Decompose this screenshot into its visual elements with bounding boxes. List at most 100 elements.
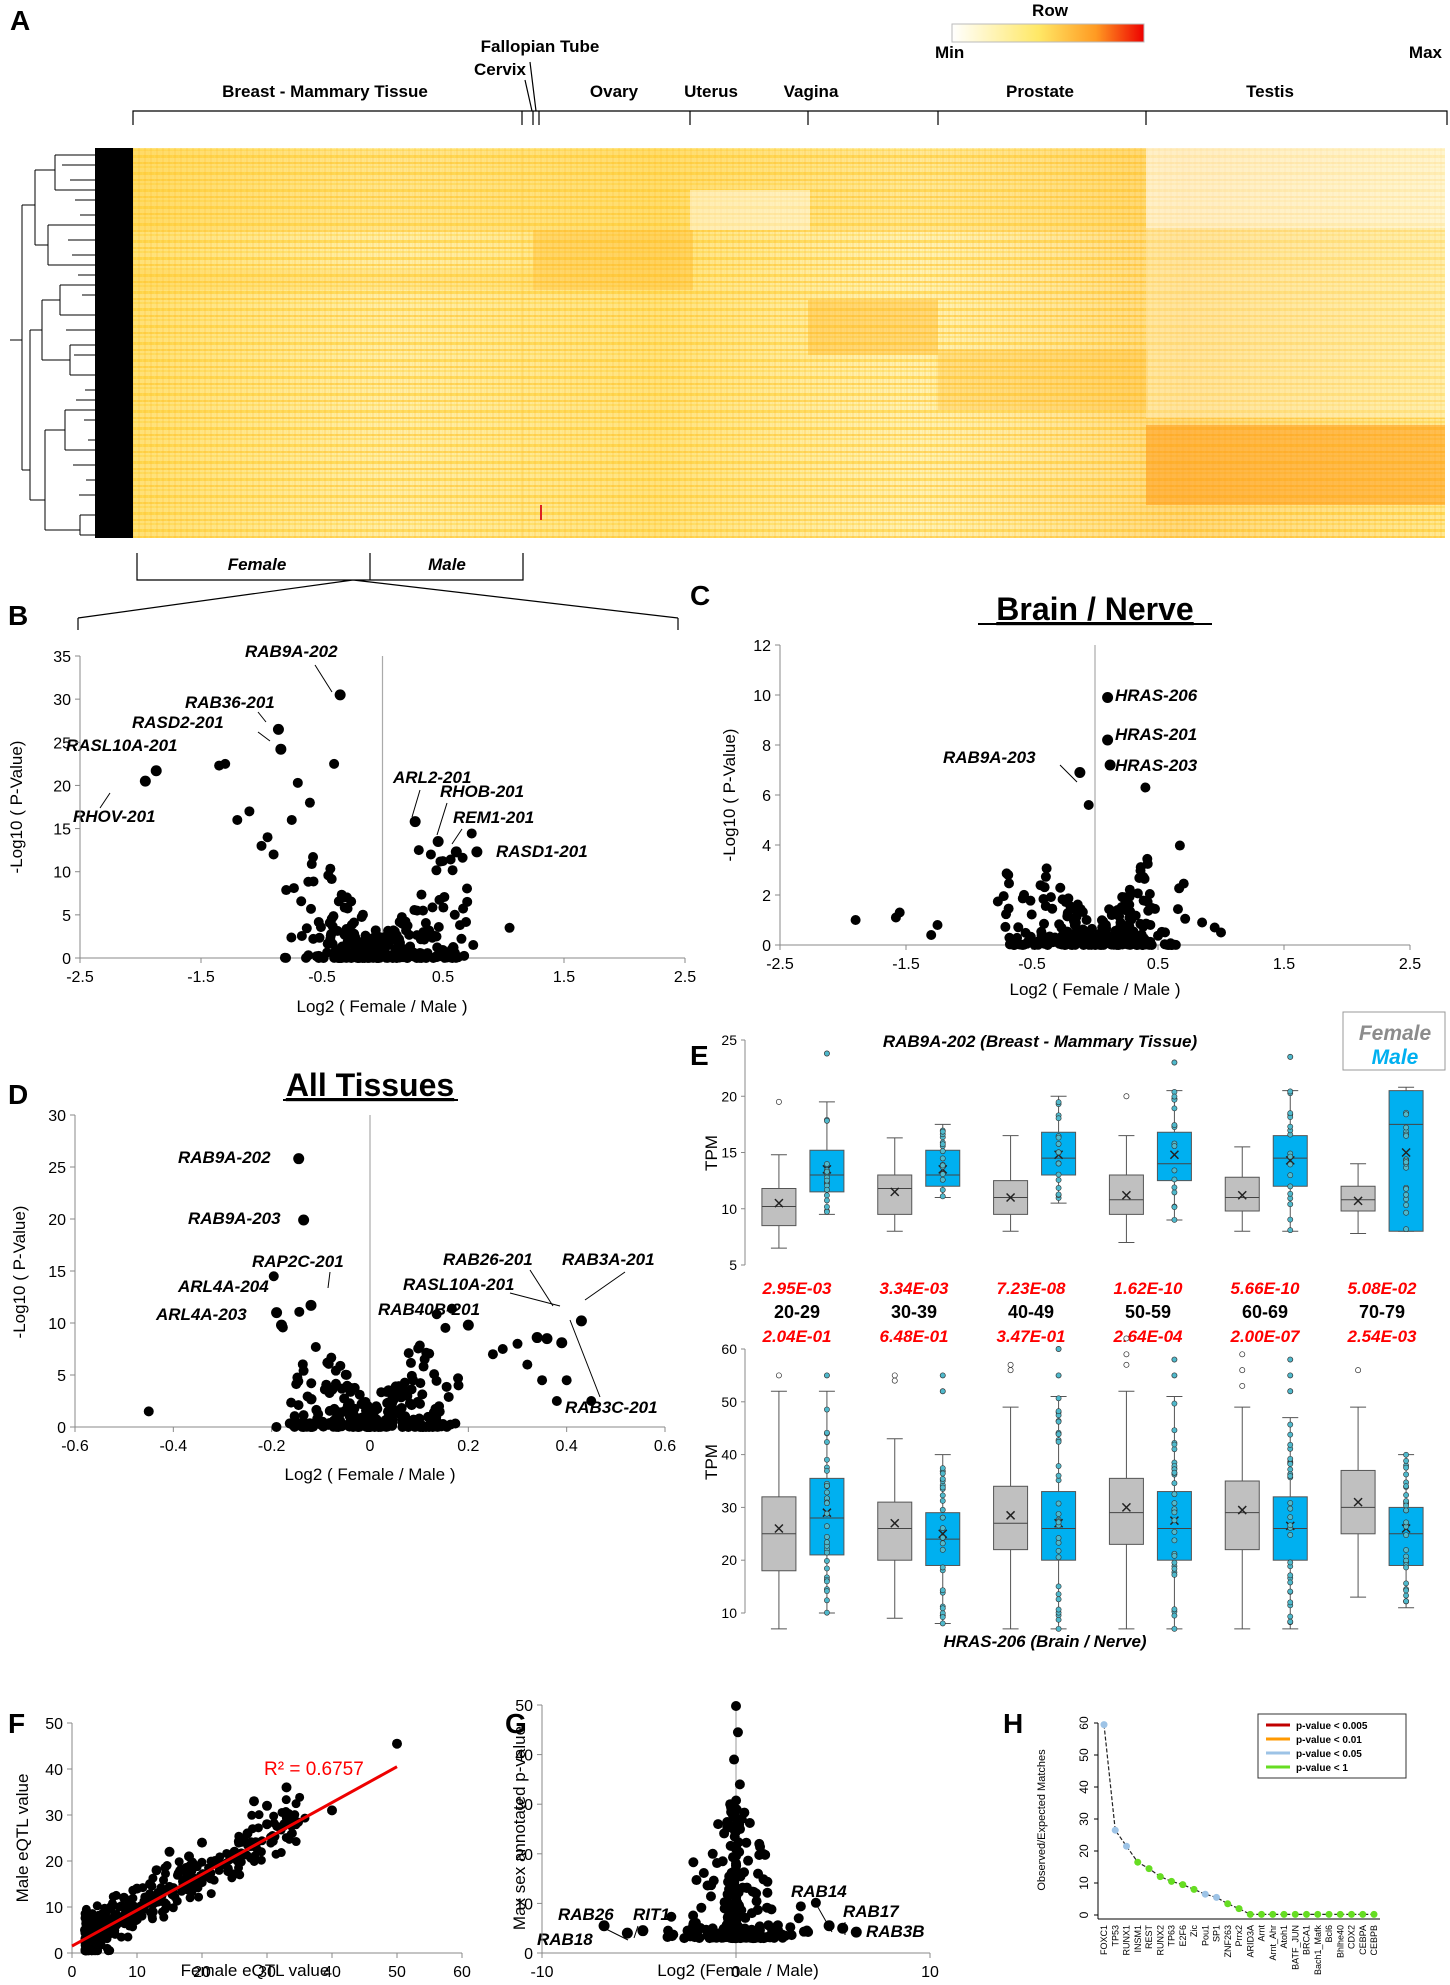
sample-point [1287,1572,1294,1579]
sample-point [1055,1535,1062,1541]
x-tick-label: RUNX1 [1122,1925,1132,1956]
data-point [281,1782,292,1793]
point [707,1923,718,1934]
box-male-40-49 [1041,1346,1077,1632]
x-tick-label: CEBPA [1358,1925,1368,1955]
data-point [663,1925,674,1936]
point [403,1348,414,1359]
point [722,1822,733,1833]
sample-point [1403,1502,1409,1509]
point [206,1889,216,1899]
age-70-79: 70-79 [1359,1302,1405,1322]
y-tick-label: 30 [48,1108,66,1125]
label-rasd1-201: RASD1-201 [496,842,588,861]
sample-point [1055,1418,1062,1425]
mean-marker [1121,1190,1131,1200]
sample-point [1403,1598,1409,1605]
data-point [262,1800,272,1811]
point [713,1819,724,1830]
legend-text-1: p-value < 1 [1296,1763,1348,1774]
labeled-point-hras-203 [1104,759,1116,771]
point [294,1306,305,1317]
point [256,1855,266,1865]
y-tick-label: 10 [45,1900,63,1917]
box [1224,1176,1260,1212]
x-tick-label: CDX2 [1347,1925,1357,1949]
mean-marker [1401,1147,1411,1158]
box-male-50-59 [1156,1356,1192,1632]
sample-point [939,1605,946,1612]
outlier [939,1388,946,1395]
point [708,1875,719,1886]
point [396,1392,407,1403]
age-30-39: 30-39 [891,1302,937,1322]
point [1099,937,1110,948]
outlier [1007,1361,1014,1368]
sample-point [824,1597,830,1604]
point [153,1887,163,1897]
point [103,1946,113,1956]
outlier [1239,1383,1246,1389]
box-female-30-39 [877,1372,913,1619]
x-tick-label: 0 [366,1438,375,1455]
sample-point [824,1177,830,1184]
labeled-point-rab9a-202 [334,689,346,701]
point [1019,889,1030,900]
point [108,1892,118,1902]
point [308,1421,319,1432]
point-arnt_ahr [1269,1910,1277,1918]
sample-point [1171,1529,1178,1535]
point [704,1933,715,1944]
pval-top-40-49: 7.23E-08 [997,1279,1067,1298]
y-tick-label: 20 [48,1212,66,1229]
point [416,950,427,961]
point [795,1901,806,1912]
sample-point [1171,1427,1178,1434]
point [305,903,316,914]
sample-point [1055,1185,1062,1191]
labeled-point-rab9a-203 [1074,767,1086,778]
panel-e-bottom-title: HRAS-206 (Brain / Nerve) [943,1632,1146,1651]
sample-point [1055,1463,1062,1469]
data-point [707,1848,718,1859]
point [387,1414,398,1425]
sample-point [1287,1505,1294,1512]
leader-rasl10a-201-d [509,1292,561,1307]
point [754,1925,765,1936]
point [1040,871,1051,882]
sample-point [1287,1216,1294,1223]
regression-line [71,1765,398,1948]
data-point [232,814,243,825]
outlier [1239,1351,1246,1358]
data-point [504,922,515,933]
point [1026,909,1037,920]
point [445,1419,456,1430]
point [131,1916,141,1926]
sample-point [1403,1209,1409,1216]
point-arnt [1258,1910,1265,1918]
point [222,1848,232,1858]
data-point [736,1814,747,1825]
sample-point [1171,1552,1178,1559]
y-tick-label: 0 [57,1420,66,1437]
y-tick-label: 20 [53,778,71,795]
background-points [279,828,477,963]
box-male-60-69 [1272,1053,1308,1234]
sample-point [1287,1522,1294,1529]
data-point [522,1359,533,1370]
point [1180,913,1191,924]
point [431,1309,442,1320]
point [340,1369,351,1380]
age-20-29: 20-29 [774,1302,820,1322]
tissue-label-prostate: Prostate [1006,82,1074,101]
x-tick-label: Pou1 [1200,1925,1210,1946]
point [350,932,361,943]
point [1153,930,1164,941]
x-tick-label: SP1 [1212,1925,1222,1942]
data-point [497,1344,508,1354]
point [698,1867,709,1878]
sample-point [824,1406,830,1413]
heatmap-legend-max: Max [1409,43,1443,62]
point-znf263 [1224,1900,1232,1908]
point [1001,868,1012,879]
